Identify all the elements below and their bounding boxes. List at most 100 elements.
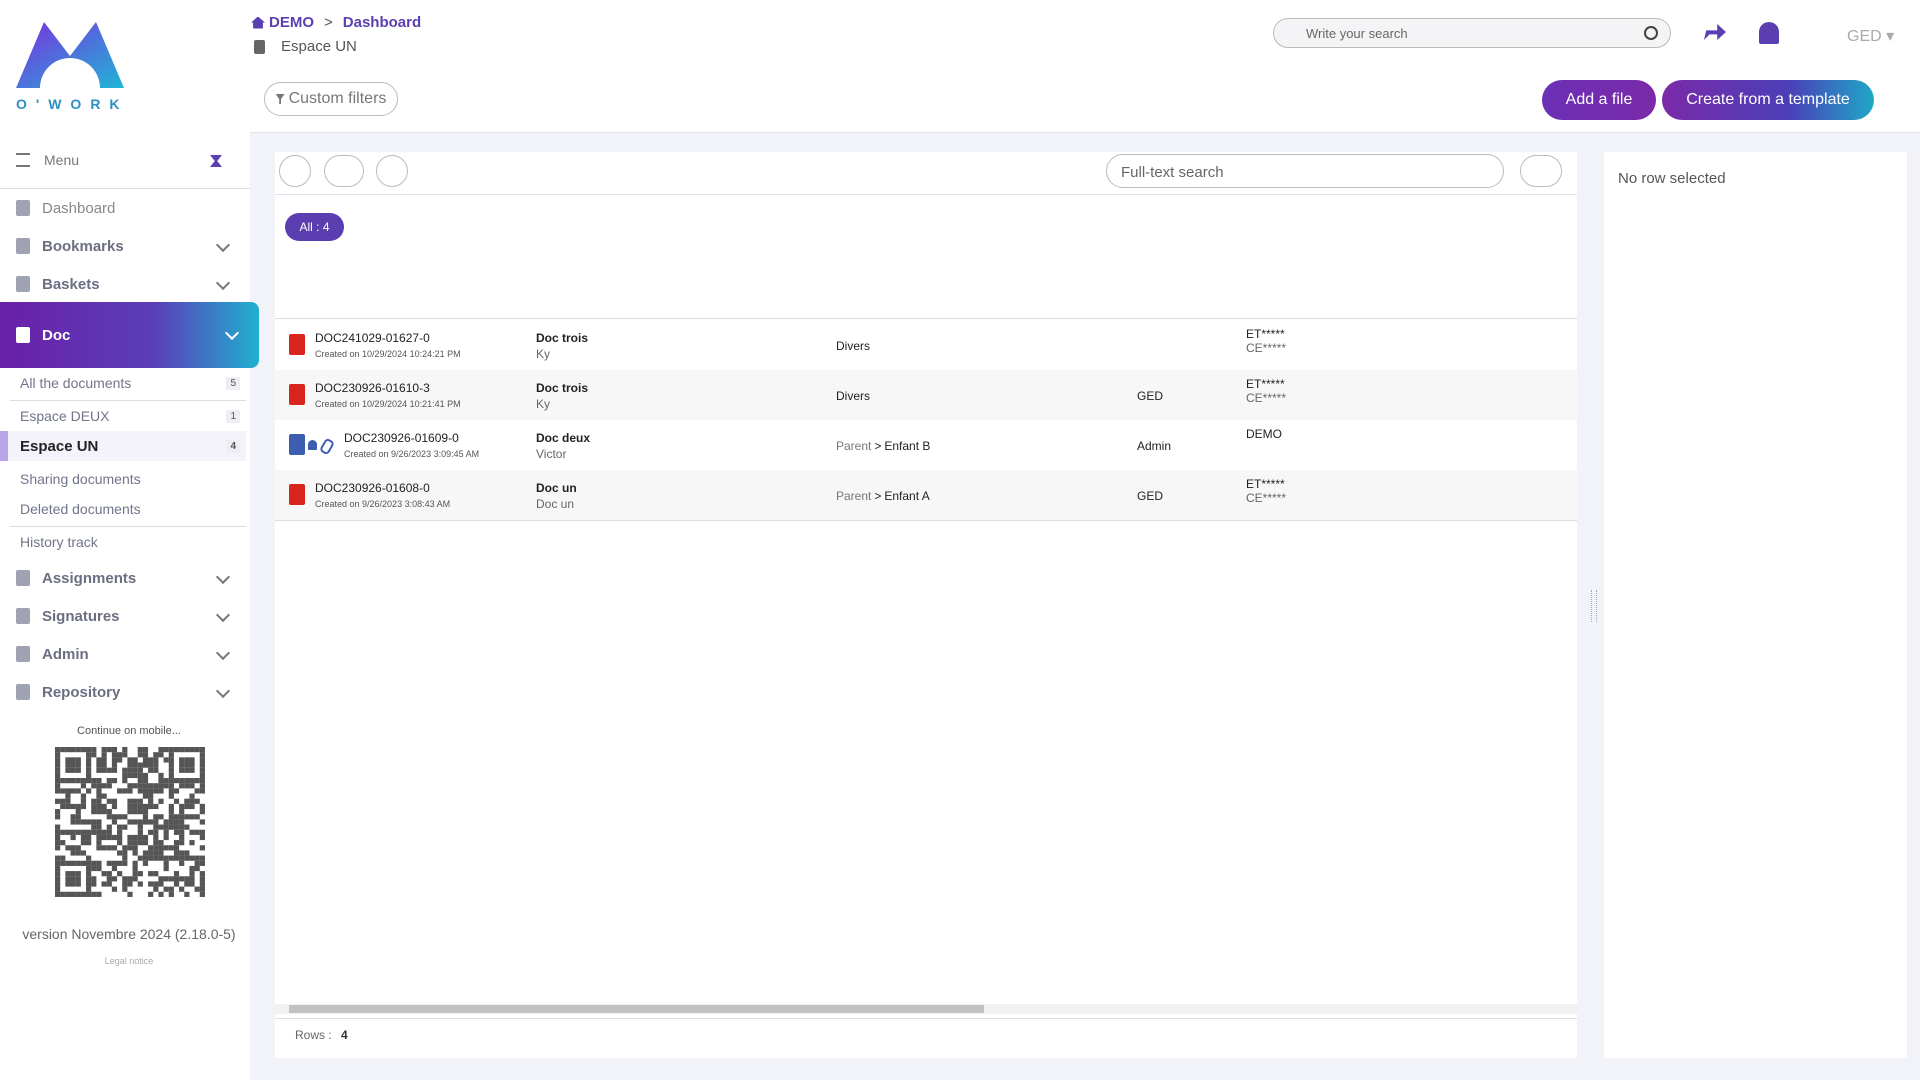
qr-module [86,834,92,841]
doc-item[interactable]: History track [0,527,246,557]
qr-module [194,814,200,820]
legal-link[interactable]: Legal notice [104,956,154,966]
qr-module [189,876,195,882]
qr-module [148,757,154,763]
qr-module [75,803,81,810]
all-badge[interactable]: All : 4 [285,213,344,241]
nav-item[interactable]: Repository [0,674,250,710]
qr-module [111,747,118,753]
qr-module [111,798,118,804]
qr-module [179,767,185,773]
doc-item[interactable]: All the documents 5 [0,368,246,398]
qr-module [111,876,118,882]
grid-row[interactable]: DOC241029-01627-0 Created on 10/29/2024 1… [275,320,1577,371]
qr-module [55,845,61,851]
share-icon[interactable] [1704,24,1726,40]
template-button[interactable]: Create from a template [1662,80,1874,120]
qr-module [80,747,87,753]
doc-item[interactable]: Deleted documents [0,494,246,524]
type-part: Divers [836,389,871,403]
qr-module [142,757,149,763]
doc-item[interactable]: Espace DEUX 1 [0,401,246,431]
qr-module [117,871,123,877]
nav-icon [16,570,30,586]
qr-module [132,865,138,872]
qr-module [173,814,180,820]
nav-item[interactable]: Bookmarks [0,228,250,264]
qr-module [122,855,128,861]
doc-item[interactable]: Sharing documents [0,464,246,494]
qr-module [142,788,149,794]
qr-module [80,834,87,841]
nav-item[interactable]: Dashboard [0,190,250,226]
qr-module [199,891,205,897]
qr-module [168,793,174,799]
qr-module [194,829,200,835]
doc-type: Divers [836,339,870,353]
qr-module [173,871,180,877]
divider [10,400,246,401]
qr-module [70,850,76,856]
nav-active[interactable]: Doc [0,302,259,368]
search-box[interactable]: Write your search [1273,18,1671,48]
qr-module [96,834,102,841]
nav-item[interactable]: Signatures [0,598,250,634]
qr-module [179,824,185,830]
qr-module [65,757,71,763]
scrollbar[interactable] [275,1004,1577,1014]
qr-module [199,809,205,815]
menu-toggle[interactable]: Menu [16,152,79,168]
qr-module [163,783,169,789]
qr-module [55,783,61,789]
qr-module [148,871,154,877]
doc-item[interactable]: Espace UN 4 [0,431,246,461]
splitter[interactable] [1591,590,1597,622]
app-switch[interactable]: GED ▾ [1847,28,1895,45]
qr-module [65,803,71,810]
qr-module [199,778,205,784]
qr-module [189,814,195,820]
qr-module [111,814,118,820]
refresh-button[interactable] [279,155,311,187]
row-count: Rows : 4 [295,1028,348,1042]
filter-button[interactable] [376,155,408,187]
qr-module [80,840,87,846]
bell-icon[interactable] [1759,22,1779,44]
custom-filters-label: Custom filters [288,90,387,107]
nav-item[interactable]: Baskets [0,266,250,302]
doc-item-label: Deleted documents [20,501,141,517]
grid-row[interactable]: DOC230926-01610-3 Created on 10/29/2024 1… [275,370,1577,421]
qr-module [158,814,164,820]
qr-module [106,809,112,815]
qr-module [75,819,81,825]
fulltext-search[interactable]: Full-text search [1106,154,1504,188]
crumb[interactable]: Dashboard [342,14,422,31]
settings-button[interactable] [1520,155,1562,187]
crumb[interactable]: DEMO [269,14,314,31]
pin-icon[interactable] [210,155,222,167]
qr-module [199,876,205,882]
qr-module [194,855,200,861]
nav-item[interactable]: Assignments [0,560,250,596]
qr-module [158,891,164,897]
qr-module [91,803,97,810]
qr-module [127,803,133,810]
add-file-button[interactable]: Add a file [1542,80,1656,120]
columns-button[interactable] [324,155,364,187]
nav-item[interactable]: Admin [0,636,250,672]
qr-module [153,752,159,758]
detail-empty: No row selected [1618,170,1726,187]
qr-module [158,850,164,856]
qr-module [96,793,102,799]
qr-module [70,834,76,841]
qr-module [65,778,71,784]
qr-module [106,783,112,789]
qr-module [189,829,195,835]
qr-module [55,762,61,768]
qr-module [70,845,76,851]
grid-row[interactable]: DOC230926-01608-0 Created on 9/26/2023 3:… [275,470,1577,521]
nav-icon [16,608,30,624]
custom-filters[interactable]: Custom filters [264,82,398,116]
qr-module [142,778,149,784]
grid-row[interactable]: DOC230926-01609-0 Created on 9/26/2023 3:… [275,420,1577,471]
